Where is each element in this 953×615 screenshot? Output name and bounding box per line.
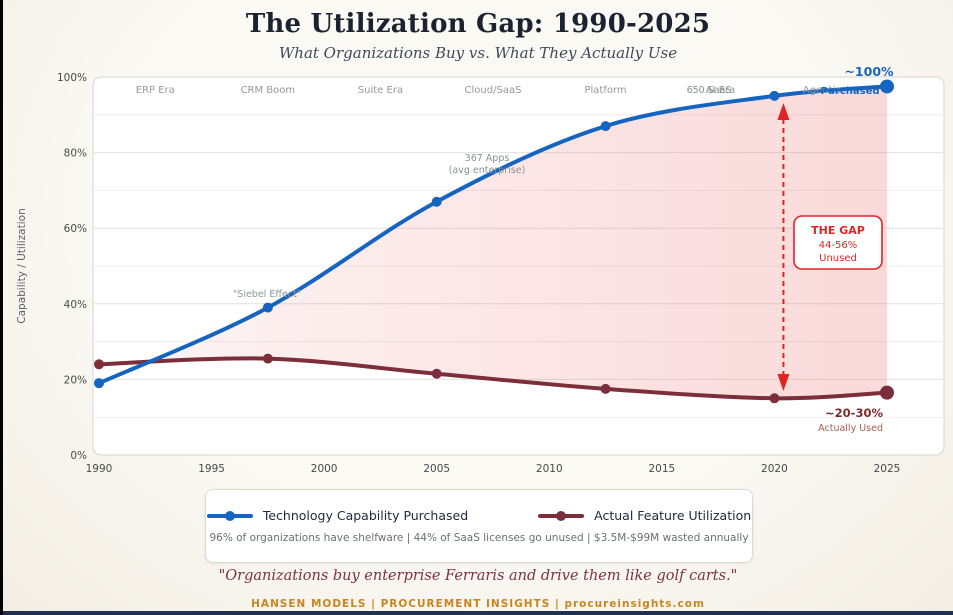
y-tick-label: 0% <box>70 450 87 462</box>
used-sub-label: Actually Used <box>818 423 883 434</box>
era-label: ERP Era <box>136 85 175 96</box>
y-axis-title: Capability / Utilization <box>16 208 28 323</box>
data-point <box>600 383 611 394</box>
gap-arrowhead-down-icon <box>777 374 790 391</box>
purchased-label: Purchased <box>820 86 879 97</box>
data-point <box>262 302 273 313</box>
era-labels: ERP Era CRM Boom Suite Era Cloud/SaaS Platfo… <box>136 85 841 96</box>
gap-sub: Unused <box>819 253 857 264</box>
data-point <box>431 368 442 379</box>
page-subtitle: What Organizations Buy vs. What They Act… <box>278 44 678 62</box>
era-label: AI Era <box>706 85 736 96</box>
gap-fill-area <box>166 86 887 399</box>
y-tick-label: 40% <box>64 299 87 311</box>
era-label: Agentic <box>803 85 841 96</box>
top-value-label: ~100% <box>844 64 894 79</box>
legend-marker-utilization-icon <box>538 510 585 521</box>
data-point <box>769 90 780 101</box>
gap-title: THE GAP <box>811 224 865 237</box>
data-point <box>94 359 104 370</box>
legend-item-purchased: Technology Capability Purchased <box>206 508 469 523</box>
x-tick-label: 1995 <box>198 463 225 475</box>
utilization-line-markers <box>94 353 894 404</box>
data-point <box>600 121 611 132</box>
y-tick-label: 80% <box>64 148 87 160</box>
purchased-line-markers <box>94 79 894 389</box>
data-point <box>880 79 894 94</box>
bottom-edge-bar <box>3 611 953 615</box>
legend-label-purchased: Technology Capability Purchased <box>262 508 469 523</box>
apps-annotation-line2: (avg enterprise) <box>449 165 526 176</box>
page-title: The Utilization Gap: 1990-2025 <box>245 9 711 39</box>
data-point <box>431 196 442 207</box>
x-tick-label: 2025 <box>874 463 901 475</box>
data-point <box>880 385 894 400</box>
data-point <box>769 393 780 404</box>
data-point <box>94 378 104 389</box>
era-label: CRM Boom <box>241 85 296 96</box>
y-tick-label: 100% <box>57 72 87 84</box>
era-label: Platform <box>584 85 626 96</box>
y-axis-ticks: 0% 20% 40% 60% 80% 100% <box>57 72 87 462</box>
y-tick-label: 20% <box>64 374 87 386</box>
legend-label-utilization: Actual Feature Utilization <box>594 508 752 523</box>
x-tick-label: 2010 <box>536 463 563 475</box>
era-label: Suite Era <box>358 85 403 96</box>
gap-callout-box: THE GAP 44-56% Unused <box>793 215 883 270</box>
legend-row: Technology Capability Purchased Actual F… <box>206 508 751 523</box>
x-tick-label: 1990 <box>86 463 113 475</box>
x-tick-label: 2005 <box>423 463 450 475</box>
data-point <box>262 353 273 364</box>
era-label: Cloud/SaaS <box>465 85 522 96</box>
legend-marker-purchased-icon <box>206 510 253 521</box>
gap-value: 44-56% <box>819 240 858 251</box>
used-value-label: ~20-30% <box>825 406 883 420</box>
apps-annotation-line1: 367 Apps <box>465 153 510 164</box>
quote: "Organizations buy enterprise Ferraris a… <box>218 568 738 584</box>
siebel-annotation: "Siebel Effect" <box>233 289 301 300</box>
legend-item-utilization: Actual Feature Utilization <box>538 508 751 523</box>
y-tick-label: 60% <box>64 223 87 235</box>
legend-box: Technology Capability Purchased Actual F… <box>205 489 753 563</box>
x-tick-label: 2000 <box>311 463 338 475</box>
gap-arrow <box>777 103 790 391</box>
gap-arrowhead-up-icon <box>777 103 790 120</box>
x-axis-ticks: 1990 1995 2000 2005 2010 2015 2020 2025 <box>86 463 901 475</box>
saas-annotation: 650 SaaS <box>687 85 732 96</box>
legend-stats: 96% of organizations have shelfware | 44… <box>209 532 749 544</box>
utilization-gap-chart: ERP Era CRM Boom Suite Era Cloud/SaaS Platfo… <box>16 64 945 475</box>
footer-credits: HANSEN MODELS | PROCUREMENT INSIGHTS | p… <box>251 598 705 610</box>
x-tick-label: 2020 <box>761 463 788 475</box>
x-tick-label: 2015 <box>648 463 675 475</box>
